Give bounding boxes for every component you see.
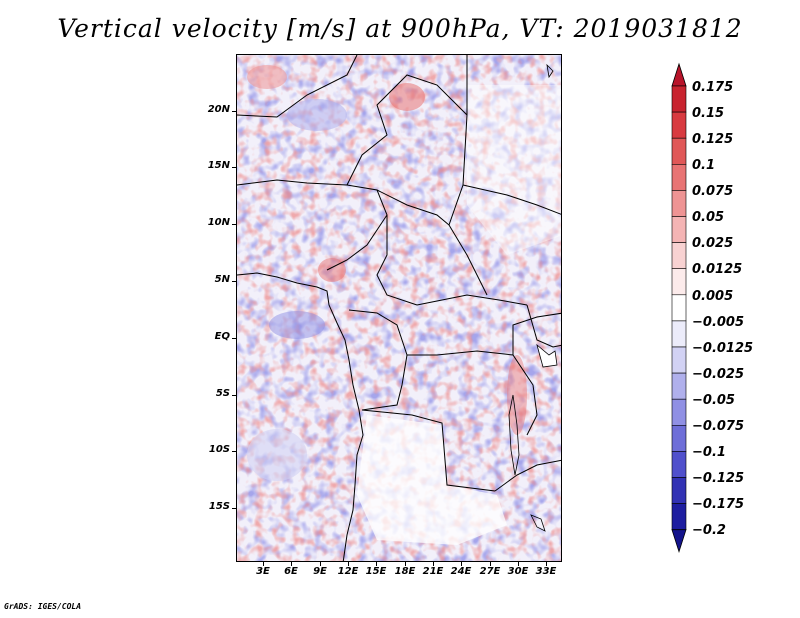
lon-label: 6E bbox=[284, 566, 298, 577]
lon-label: 12E bbox=[337, 566, 359, 577]
lon-tick bbox=[291, 562, 292, 566]
lon-label: 18E bbox=[394, 566, 416, 577]
grads-credit: GrADS: IGES/COLA bbox=[4, 602, 82, 611]
colorbar-segment bbox=[671, 216, 687, 243]
colorbar-label: 0.0125 bbox=[692, 262, 743, 277]
colorbar-segment bbox=[671, 164, 687, 191]
colorbar-label: 0.175 bbox=[692, 80, 734, 95]
lon-tick bbox=[546, 562, 547, 566]
colorbar-label: −0.05 bbox=[692, 393, 735, 408]
lon-tick bbox=[348, 562, 349, 566]
colorbar-label: 0.1 bbox=[692, 158, 716, 173]
colorbar-label: −0.2 bbox=[692, 523, 726, 538]
lon-label: 27E bbox=[479, 566, 501, 577]
colorbar-label: −0.0125 bbox=[692, 341, 754, 356]
lon-label: 15E bbox=[365, 566, 387, 577]
lon-tick bbox=[405, 562, 406, 566]
vertical-velocity-field bbox=[237, 55, 561, 561]
colorbar-segment bbox=[671, 346, 687, 374]
colorbar-label: −0.175 bbox=[692, 497, 745, 512]
colorbar-label: 0.025 bbox=[692, 236, 734, 251]
lat-label: 10S bbox=[208, 444, 230, 455]
colorbar-bottom-arrow bbox=[671, 529, 687, 554]
lat-label: 5N bbox=[214, 274, 230, 285]
lat-tick bbox=[232, 167, 236, 168]
lat-tick bbox=[232, 281, 236, 282]
colorbar-label: 0.05 bbox=[692, 210, 725, 225]
colorbar-segment bbox=[671, 111, 687, 139]
lon-label: 21E bbox=[422, 566, 444, 577]
lat-tick bbox=[232, 338, 236, 339]
colorbar-segment bbox=[671, 503, 687, 531]
colorbar-segment bbox=[671, 398, 687, 426]
colorbar-label: −0.075 bbox=[692, 419, 745, 434]
lat-tick bbox=[232, 395, 236, 396]
colorbar-segment bbox=[671, 137, 687, 165]
lon-label: 3E bbox=[256, 566, 270, 577]
colorbar-segment bbox=[671, 242, 687, 270]
map-title: Vertical velocity [m/s] at 900hPa, VT: 2… bbox=[57, 14, 743, 43]
colorbar-label: 0.075 bbox=[692, 184, 734, 199]
colorbar-label: −0.005 bbox=[692, 315, 745, 330]
lon-tick bbox=[433, 562, 434, 566]
colorbar-segment bbox=[671, 85, 687, 113]
colorbar-label: −0.1 bbox=[692, 445, 726, 460]
lat-label: 5S bbox=[215, 388, 230, 399]
lon-tick bbox=[461, 562, 462, 566]
map-panel bbox=[236, 54, 562, 562]
colorbar-label: 0.005 bbox=[692, 289, 734, 304]
lat-label: 10N bbox=[207, 217, 230, 228]
colorbar-segment bbox=[671, 451, 687, 478]
colorbar-label: 0.125 bbox=[692, 132, 734, 147]
colorbar-segment bbox=[671, 477, 687, 504]
lon-label: 30E bbox=[507, 566, 529, 577]
colorbar-label: 0.15 bbox=[692, 106, 725, 121]
lon-label: 24E bbox=[450, 566, 472, 577]
colorbar-segment bbox=[671, 190, 687, 217]
colorbar-segment bbox=[671, 320, 687, 348]
lat-tick bbox=[232, 111, 236, 112]
colorbar-top-arrow bbox=[671, 62, 687, 87]
colorbar-label: −0.125 bbox=[692, 471, 745, 486]
lon-tick bbox=[320, 562, 321, 566]
colorbar-segment bbox=[671, 268, 687, 296]
lon-tick bbox=[263, 562, 264, 566]
lat-tick bbox=[232, 451, 236, 452]
colorbar-segment bbox=[671, 424, 687, 452]
lon-tick bbox=[376, 562, 377, 566]
lat-label: 15N bbox=[207, 160, 230, 171]
colorbar-segment bbox=[671, 372, 687, 400]
colorbar bbox=[671, 62, 687, 554]
lon-tick bbox=[490, 562, 491, 566]
colorbar-segment bbox=[671, 294, 687, 322]
lon-label: 33E bbox=[535, 566, 557, 577]
lat-label: EQ bbox=[214, 331, 230, 342]
lat-tick bbox=[232, 508, 236, 509]
lat-tick bbox=[232, 224, 236, 225]
colorbar-label: −0.025 bbox=[692, 367, 745, 382]
lon-label: 9E bbox=[313, 566, 327, 577]
lat-label: 15S bbox=[208, 501, 230, 512]
lat-label: 20N bbox=[207, 104, 230, 115]
lon-tick bbox=[518, 562, 519, 566]
